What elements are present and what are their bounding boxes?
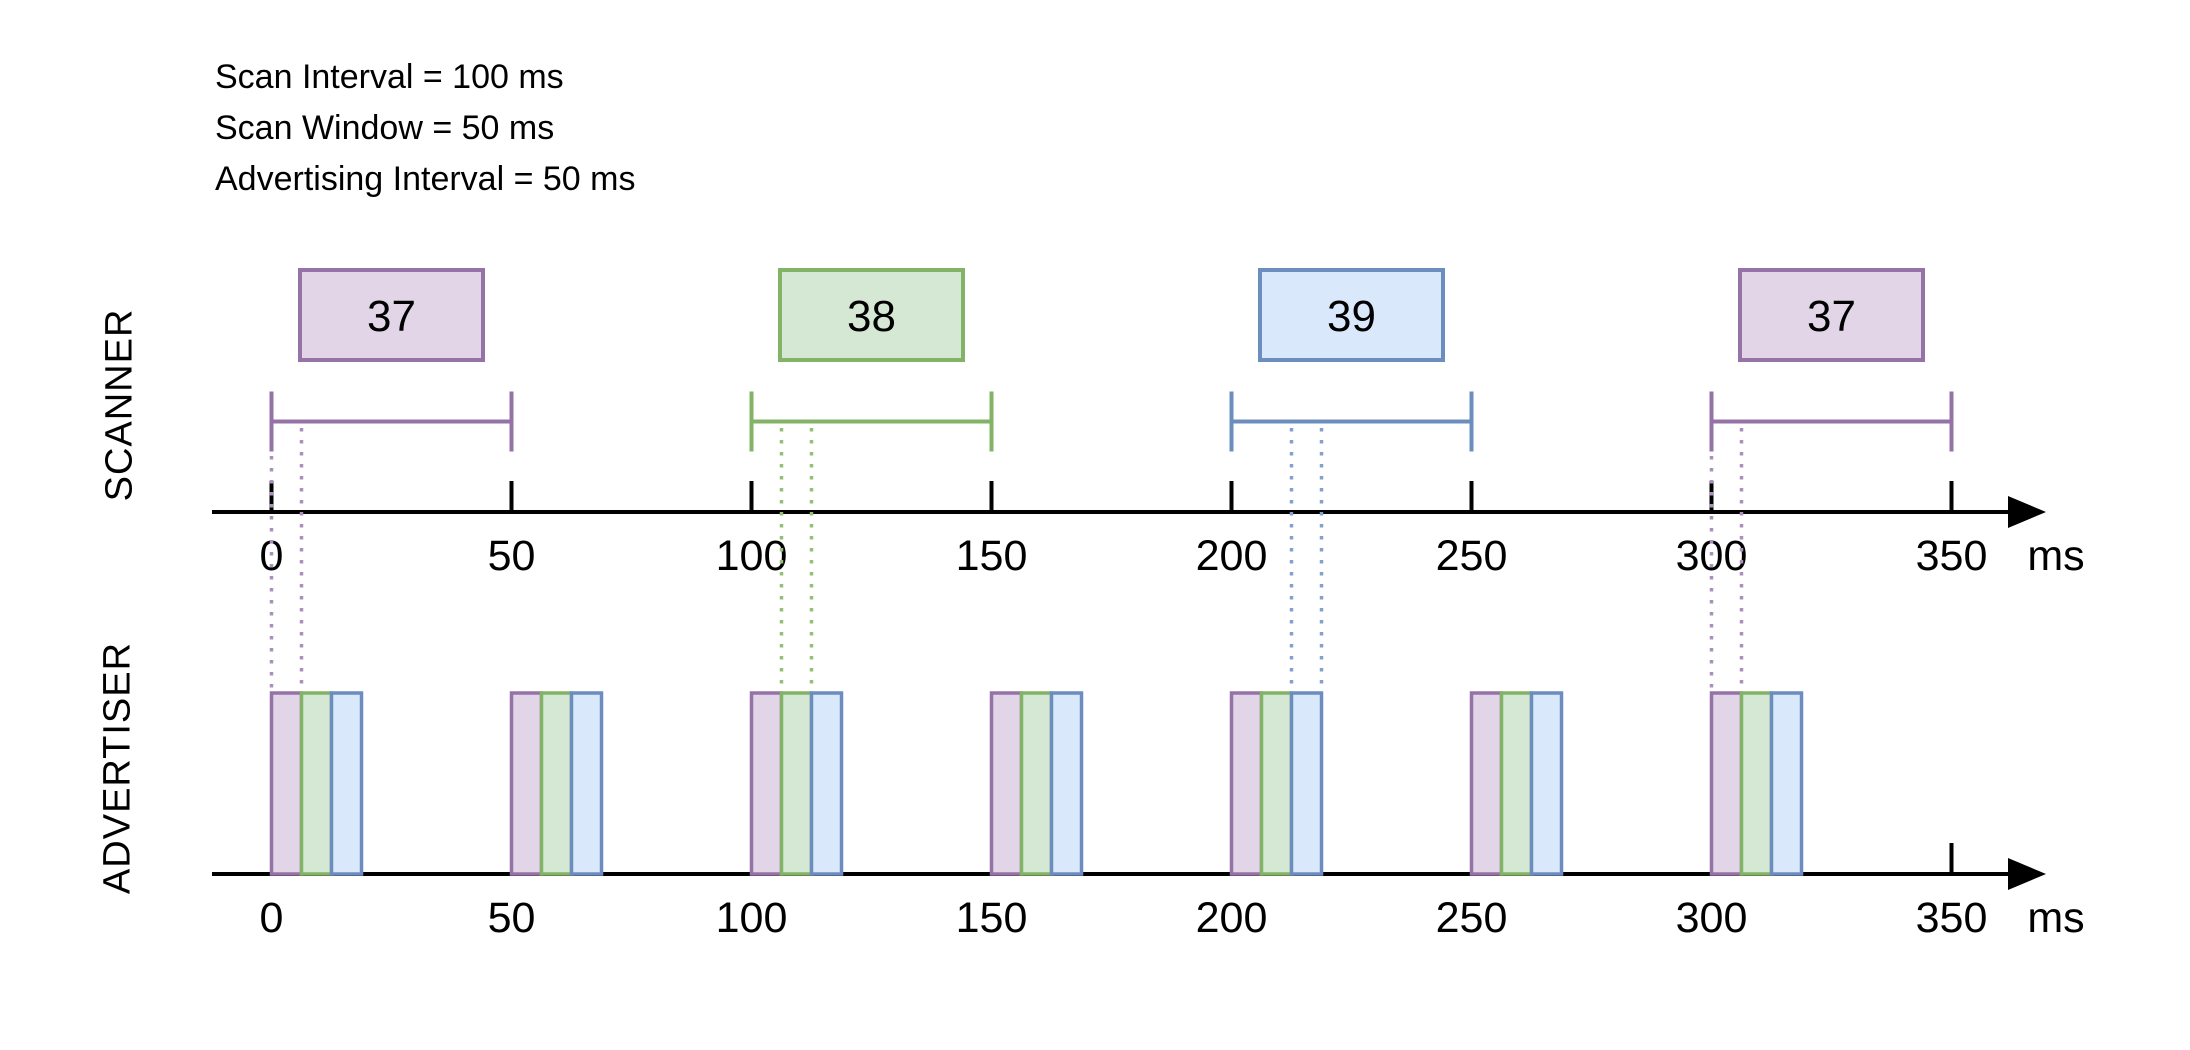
adv-packet-ch38-at-300ms	[1739, 691, 1774, 876]
adv-packet-ch39-at-250ms	[1529, 691, 1564, 876]
adv-packet-ch37-at-100ms	[749, 691, 784, 876]
channel-box-ch39	[1258, 268, 1445, 362]
scanner-axis-tick-label-200: 200	[1196, 532, 1268, 580]
adv-packet-ch38-at-0ms	[299, 691, 334, 876]
adv-packet-ch37-at-150ms	[989, 691, 1024, 876]
adv-packet-ch37-at-50ms	[509, 691, 544, 876]
adv-packet-ch38-at-250ms	[1499, 691, 1534, 876]
adv-packet-ch38-at-200ms	[1259, 691, 1294, 876]
scanner-axis-unit-label: ms	[2027, 532, 2084, 580]
legend-line-advertising-interval: Advertising Interval = 50 ms	[215, 160, 636, 198]
advertiser-axis-tick-label-200: 200	[1196, 894, 1268, 942]
adv-packet-ch39-at-50ms	[569, 691, 604, 876]
adv-packet-ch39-at-0ms	[329, 691, 364, 876]
adv-packet-ch38-at-50ms	[539, 691, 574, 876]
advertiser-axis-tick-label-150: 150	[956, 894, 1028, 942]
scanner-axis-tick-label-100: 100	[716, 532, 788, 580]
advertiser-axis-tick-label-250: 250	[1436, 894, 1508, 942]
adv-packet-ch39-at-300ms	[1769, 691, 1804, 876]
channel-box-ch37	[1738, 268, 1925, 362]
adv-packet-ch38-at-150ms	[1019, 691, 1054, 876]
parameters-legend: Scan Interval = 100 ms Scan Window = 50 …	[215, 52, 635, 205]
channel-box-label-ch39: 39	[1327, 292, 1376, 341]
adv-packet-ch38-at-100ms	[779, 691, 814, 876]
scanner-axis-tick-label-300: 300	[1676, 532, 1748, 580]
advertiser-axis-tick-label-0: 0	[260, 894, 284, 942]
advertiser-axis-tick-label-100: 100	[716, 894, 788, 942]
scanner-axis-tick-label-0: 0	[260, 532, 284, 580]
channel-box-label-ch38: 38	[847, 292, 896, 341]
adv-packet-ch39-at-150ms	[1049, 691, 1084, 876]
adv-packet-ch37-at-300ms	[1709, 691, 1744, 876]
scanner-axis-tick-label-250: 250	[1436, 532, 1508, 580]
advertiser-axis-tick-label-350: 350	[1916, 894, 1988, 942]
scanner-axis-tick-label-150: 150	[956, 532, 1028, 580]
advertiser-axis-unit-label: ms	[2027, 894, 2084, 942]
adv-packet-ch39-at-100ms	[809, 691, 844, 876]
channel-box-label-ch37: 37	[367, 292, 416, 341]
scanner-axis-tick-label-350: 350	[1916, 532, 1988, 580]
legend-line-scan-interval: Scan Interval = 100 ms	[215, 58, 564, 96]
legend-line-scan-window: Scan Window = 50 ms	[215, 109, 555, 147]
adv-packet-ch39-at-200ms	[1289, 691, 1324, 876]
adv-packet-ch37-at-0ms	[269, 691, 304, 876]
scanner-axis-arrow-icon	[2008, 496, 2046, 528]
channel-box-ch37	[298, 268, 485, 362]
channel-box-label-ch37: 37	[1807, 292, 1856, 341]
channel-box-ch38	[778, 268, 965, 362]
advertiser-axis-tick-label-300: 300	[1676, 894, 1748, 942]
advertiser-axis-tick-label-50: 50	[488, 894, 536, 942]
adv-packet-ch37-at-200ms	[1229, 691, 1264, 876]
advertiser-axis-arrow-icon	[2008, 858, 2046, 890]
adv-packet-ch37-at-250ms	[1469, 691, 1504, 876]
scanner-axis-tick-label-50: 50	[488, 532, 536, 580]
